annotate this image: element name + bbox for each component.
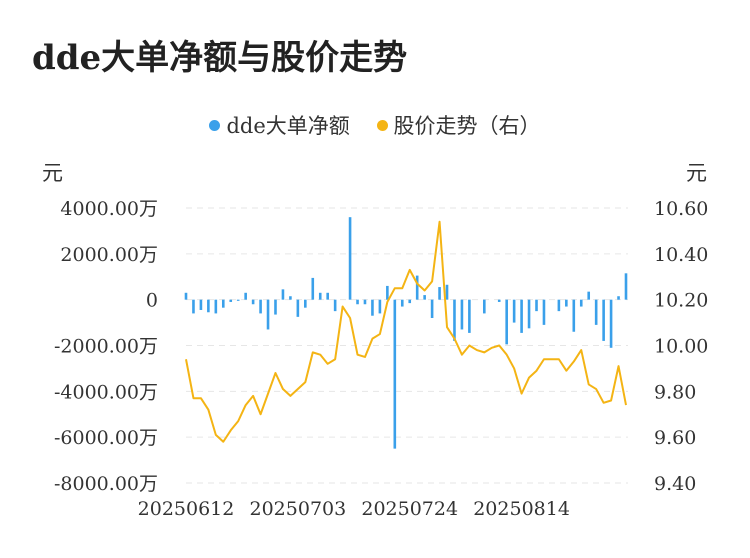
dde-bar xyxy=(617,296,620,300)
dde-bar xyxy=(400,299,404,307)
legend-item-price[interactable]: 股价走势（右） xyxy=(376,110,541,140)
dde-bar xyxy=(266,299,270,330)
dde-bar xyxy=(438,287,441,300)
dde-bar xyxy=(371,299,374,316)
left-tick-label: 2000.00万 xyxy=(60,244,158,266)
dde-bar xyxy=(565,299,568,307)
dde-bar xyxy=(587,291,591,300)
right-tick-label: 9.60 xyxy=(654,427,696,449)
dde-bar xyxy=(281,289,285,300)
dde-bar xyxy=(445,284,449,300)
right-axis-unit: 元 xyxy=(686,161,707,185)
dde-bar xyxy=(609,299,613,348)
x-tick-label: 20250703 xyxy=(250,498,347,520)
left-axis-unit: 元 xyxy=(42,161,63,185)
dde-bar xyxy=(199,299,203,310)
price-line xyxy=(185,220,627,443)
left-tick-label: 4000.00万 xyxy=(60,198,158,220)
chart-title: dde大单净额与股价走势 xyxy=(32,38,408,78)
dde-bar xyxy=(304,299,307,308)
dde-bar xyxy=(602,299,605,341)
dde-bar xyxy=(356,299,359,305)
dde-bar xyxy=(393,299,397,449)
right-tick-label: 10.20 xyxy=(654,290,708,312)
dde-bar xyxy=(497,299,501,302)
dde-bar xyxy=(318,292,322,300)
dde-bar xyxy=(251,299,255,305)
dde-bar xyxy=(259,299,262,314)
right-tick-label: 9.40 xyxy=(654,473,696,495)
dde-bar xyxy=(326,292,329,300)
dde-bar xyxy=(535,299,538,312)
dde-bar xyxy=(408,299,412,304)
legend-label-dde: dde大单净额 xyxy=(226,114,350,138)
left-tick-label: 0 xyxy=(146,290,158,312)
dde-bar xyxy=(415,275,419,300)
right-tick-label: 10.00 xyxy=(654,336,708,358)
dde-bar xyxy=(192,299,195,314)
dde-bar xyxy=(505,299,508,345)
left-tick-label: -8000.00万 xyxy=(54,473,158,495)
legend-label-price: 股价走势（右） xyxy=(393,114,541,138)
x-tick-label: 20250814 xyxy=(473,498,570,520)
dde-bar xyxy=(229,299,233,302)
dde-bar xyxy=(236,299,240,301)
dde-bar xyxy=(363,299,367,305)
dde-bar xyxy=(453,299,456,341)
dde-bar xyxy=(289,296,292,300)
dde-bar xyxy=(557,299,561,312)
dde-bar xyxy=(296,299,300,317)
legend-item-dde[interactable]: dde大单净额 xyxy=(209,110,350,140)
dde-bar xyxy=(483,299,486,314)
dde-bar xyxy=(378,299,382,314)
dde-bar xyxy=(207,299,210,313)
dde-bar xyxy=(512,299,516,323)
right-tick-label: 10.40 xyxy=(654,244,708,266)
right-tick-label: 10.60 xyxy=(654,198,708,220)
dde-bar xyxy=(527,299,531,329)
dde-bar xyxy=(333,299,337,312)
dde-bar xyxy=(348,217,352,300)
dde-bar xyxy=(468,299,471,333)
left-tick-label: -2000.00万 xyxy=(54,336,158,358)
right-tick-label: 9.80 xyxy=(654,381,696,403)
dde-bar xyxy=(214,299,218,314)
dde-bar xyxy=(423,295,426,300)
dde-bar xyxy=(624,273,628,300)
dde-bar xyxy=(520,299,523,333)
legend-dot-price-icon xyxy=(376,120,388,131)
left-tick-label: -6000.00万 xyxy=(54,427,158,449)
dde-bar xyxy=(572,299,576,332)
dde-bar xyxy=(542,299,546,325)
legend-dot-dde-icon xyxy=(209,120,221,131)
x-tick-label: 20250724 xyxy=(361,498,458,520)
x-tick-label: 20250612 xyxy=(138,498,235,520)
dde-bar xyxy=(460,299,464,330)
dde-bar xyxy=(274,299,277,315)
dde-bar xyxy=(430,299,434,318)
dde-bar xyxy=(311,277,315,300)
legend: dde大单净额 股价走势（右） xyxy=(0,110,750,140)
dde-bar xyxy=(579,299,583,307)
left-tick-label: -4000.00万 xyxy=(54,381,158,403)
dde-bar xyxy=(386,285,389,300)
dde-bar xyxy=(244,292,247,300)
dde-bar xyxy=(594,299,598,325)
dde-bar xyxy=(221,299,225,308)
dde-bar xyxy=(184,292,188,300)
